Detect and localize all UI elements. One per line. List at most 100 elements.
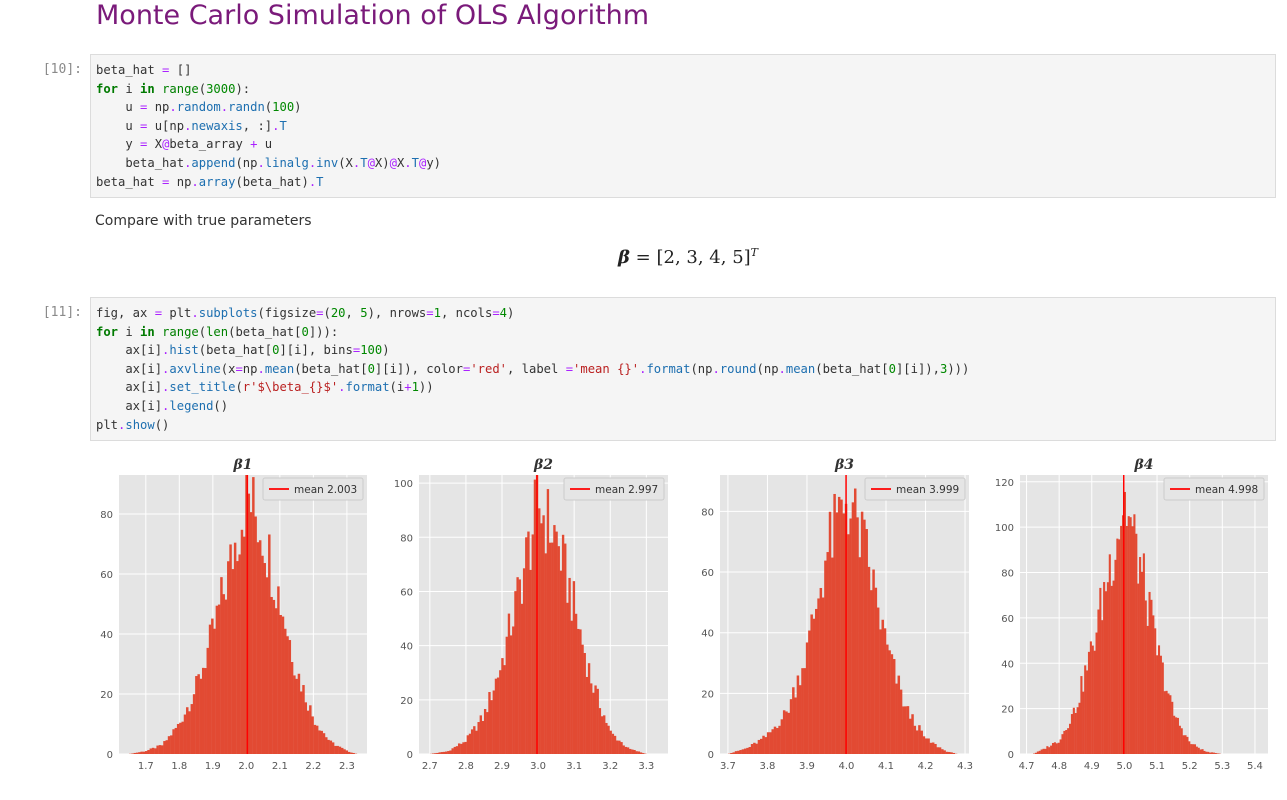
histogram-bar — [336, 745, 339, 754]
y-tick-label: 80 — [100, 510, 113, 521]
histogram-bar — [1180, 728, 1183, 754]
histogram-bar — [590, 683, 593, 754]
histogram-bar — [626, 747, 630, 754]
histogram-bar — [505, 636, 508, 754]
y-tick-label: 20 — [100, 690, 113, 701]
histogram-bar — [611, 733, 615, 754]
code-cell-11-source[interactable]: fig, ax = plt.subplots(figsize=(20, 5), … — [96, 306, 970, 432]
histogram-bar — [1074, 712, 1077, 754]
histogram-bar — [876, 607, 880, 754]
legend-box — [1163, 477, 1265, 501]
y-tick-label: 60 — [400, 587, 413, 598]
legend-label: mean 3.999 — [896, 484, 959, 496]
y-tick-label: 80 — [400, 533, 413, 544]
histogram-bar — [757, 739, 761, 754]
histogram-bar — [518, 579, 521, 754]
histogram-bar — [1146, 625, 1149, 754]
histogram-bar — [538, 508, 541, 754]
histogram-bar — [1188, 741, 1191, 754]
x-tick-label: 2.9 — [494, 761, 510, 772]
math-beta: β — [618, 247, 630, 268]
histogram-bar — [925, 738, 928, 754]
histogram-bar — [1195, 746, 1198, 754]
histogram-bar — [345, 750, 349, 754]
histogram-bar — [808, 630, 811, 754]
math-transpose: T — [750, 246, 759, 259]
histogram-figure: 0 20 40 60 80 1.7 1.8 1.9 2.0 2.1 2.2 2.3 β1 mean 2.0… — [100, 457, 1268, 772]
histogram-bar — [1070, 714, 1073, 754]
histogram-bar — [1184, 735, 1187, 754]
histogram-bar — [215, 605, 219, 754]
histogram-bar — [1051, 743, 1055, 754]
histogram-bar — [293, 675, 296, 754]
y-tick-label: 20 — [1001, 705, 1014, 716]
histogram-bar — [507, 613, 511, 754]
histogram-bar — [531, 534, 534, 754]
histogram-bar — [755, 743, 758, 754]
x-tick-label: 4.2 — [918, 761, 934, 772]
histogram-bar — [899, 689, 903, 754]
histogram-bar — [229, 544, 232, 754]
histogram-bar — [479, 715, 482, 754]
histogram-bar — [451, 748, 454, 754]
histogram-bar — [254, 516, 257, 754]
histogram-bar — [147, 750, 150, 754]
histogram-bar — [815, 608, 818, 754]
histogram-bar — [1084, 665, 1087, 754]
histogram-bar — [440, 752, 444, 754]
histogram-bar — [881, 619, 884, 754]
histogram-bar — [915, 730, 919, 754]
subplot-title: β2 — [533, 457, 553, 473]
histogram-bar — [522, 568, 526, 754]
histogram-bar — [279, 614, 282, 754]
histogram-bar — [499, 670, 502, 754]
histogram-bar — [902, 706, 905, 754]
histogram-bar — [172, 729, 175, 754]
y-tick-label: 20 — [701, 689, 714, 700]
histogram-bar — [1050, 745, 1053, 754]
histogram-bar — [1131, 526, 1134, 754]
histogram-bar — [835, 512, 839, 754]
y-tick-label: 40 — [400, 642, 413, 653]
histogram-bar — [160, 745, 164, 754]
y-tick-label: 80 — [1001, 569, 1014, 580]
histogram-bar — [488, 692, 491, 754]
histogram-bar — [909, 718, 912, 754]
histogram-bar — [748, 747, 752, 754]
code-cell-10[interactable]: beta_hat = [] for i in range(3000): u = … — [90, 54, 1276, 198]
histogram-bar — [577, 628, 580, 754]
legend-box — [864, 477, 966, 501]
histogram-bar — [1129, 517, 1132, 754]
histogram-bar — [1082, 691, 1085, 754]
histogram-bar — [529, 569, 532, 754]
histogram-bar — [553, 525, 556, 754]
histogram-bar — [1142, 553, 1145, 754]
histogram-bar — [1139, 557, 1142, 754]
histogram-bar — [883, 628, 887, 754]
histogram-bar — [457, 743, 461, 754]
histogram-bar — [190, 704, 194, 754]
histogram-bar — [464, 741, 467, 754]
histogram-bar — [920, 730, 923, 754]
histogram-bar — [1099, 587, 1102, 754]
histogram-bar — [1069, 723, 1072, 754]
histogram-bar — [1065, 729, 1068, 754]
histogram-bar — [183, 714, 187, 754]
histogram-bar — [1093, 650, 1096, 754]
histogram-bar — [1046, 746, 1049, 754]
histogram-bar — [637, 751, 641, 754]
histogram-bar — [520, 603, 524, 754]
histogram-bar — [468, 733, 472, 754]
code-cell-10-source[interactable]: beta_hat = [] for i in range(3000): u = … — [96, 63, 441, 189]
histogram-bar — [579, 629, 582, 754]
histogram-bar — [350, 752, 353, 754]
histogram-bar — [263, 563, 266, 754]
histogram-bar — [741, 749, 745, 754]
cell-prompt-11: [11]: — [42, 305, 82, 320]
code-cell-11[interactable]: fig, ax = plt.subplots(figsize=(20, 5), … — [90, 297, 1276, 441]
histogram-bar — [1114, 559, 1117, 754]
histogram-bar — [295, 678, 298, 754]
histogram-bar — [863, 519, 866, 754]
legend-label: mean 2.997 — [595, 484, 658, 496]
histogram-bar — [227, 561, 230, 754]
